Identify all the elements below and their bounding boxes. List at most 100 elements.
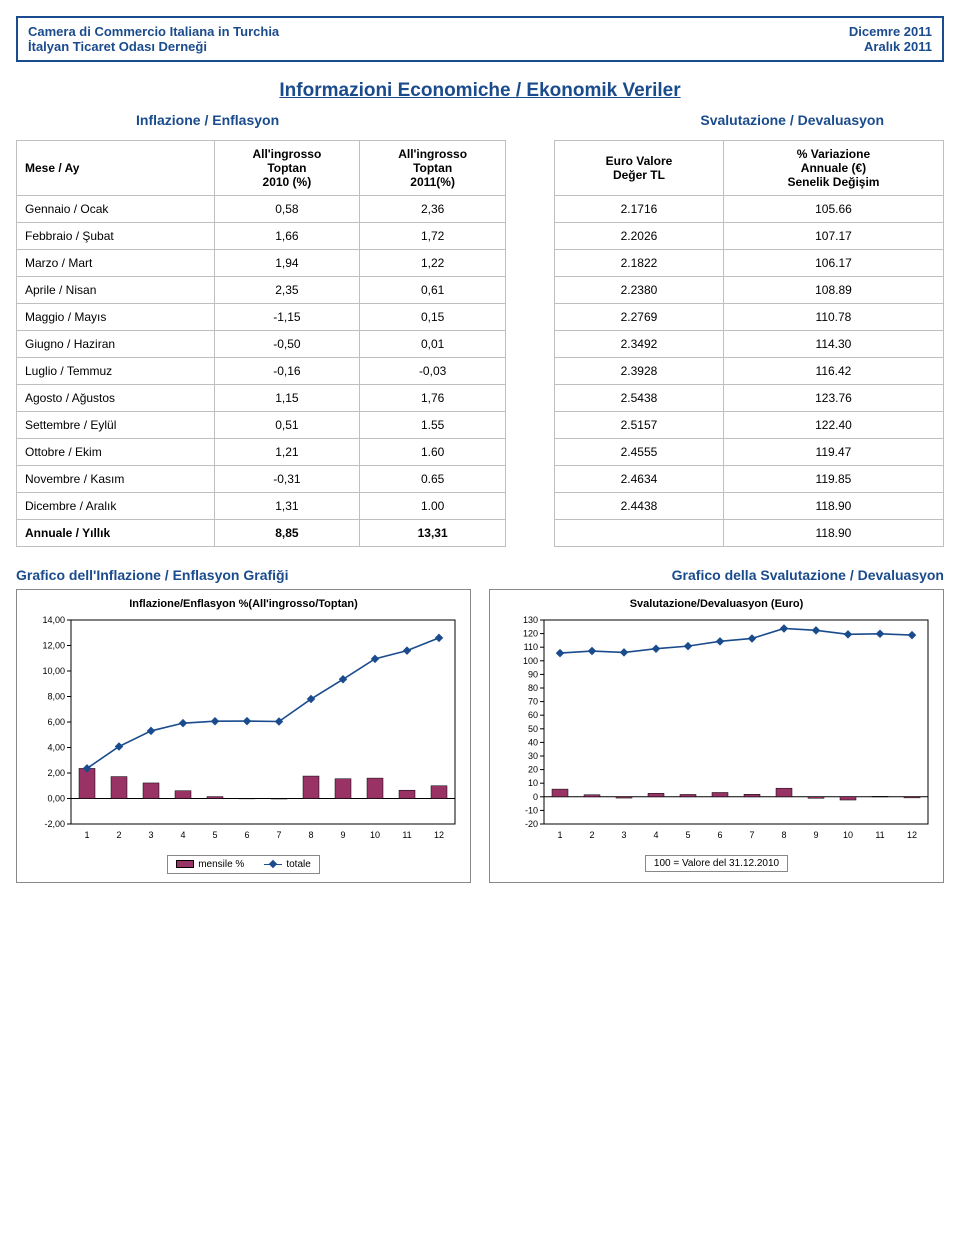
svg-text:120: 120	[523, 629, 538, 639]
table-row: 2.2026107.17	[555, 223, 944, 250]
subtitles-row: Inflazione / Enflasyon Svalutazione / De…	[16, 112, 944, 128]
svg-text:14,00: 14,00	[42, 615, 65, 625]
svg-text:2,00: 2,00	[47, 768, 65, 778]
table-row: Luglio / Temmuz-0,16-0,03	[17, 358, 506, 385]
svg-text:12: 12	[434, 830, 444, 840]
svg-text:110: 110	[524, 642, 538, 652]
svg-text:-20: -20	[525, 819, 538, 829]
svg-text:30: 30	[528, 751, 538, 761]
table-row: 2.5157122.40	[555, 412, 944, 439]
svg-text:5: 5	[685, 830, 690, 840]
deval-table: Euro ValoreDeğer TL % VariazioneAnnuale …	[554, 140, 944, 547]
svg-text:3: 3	[148, 830, 153, 840]
svg-text:4: 4	[180, 830, 185, 840]
deval-th-euro: Euro ValoreDeğer TL	[555, 141, 724, 196]
svg-text:-2,00: -2,00	[44, 819, 65, 829]
inflation-th-2010: All'ingrossoToptan2010 (%)	[214, 141, 360, 196]
svg-text:1: 1	[84, 830, 89, 840]
table-row: Dicembre / Aralık1,311.00	[17, 493, 506, 520]
svg-text:10: 10	[843, 830, 853, 840]
chart-heading-devaluation: Grafico della Svalutazione / Devaluasyon	[672, 567, 944, 583]
table-row: 2.1822106.17	[555, 250, 944, 277]
svg-text:2: 2	[116, 830, 121, 840]
svg-text:12,00: 12,00	[42, 641, 65, 651]
table-row: 2.2380108.89	[555, 277, 944, 304]
svg-text:70: 70	[528, 697, 538, 707]
table-row: 2.4438118.90	[555, 493, 944, 520]
svg-text:6,00: 6,00	[47, 717, 65, 727]
svg-text:10: 10	[370, 830, 380, 840]
inflation-chart: -2,00 0,00 2,00 4,00 6,00 8,00 10,00 12,00 14,00…	[25, 614, 463, 844]
inflation-th-2011: All'ingrossoToptan2011(%)	[360, 141, 506, 196]
table-row: Ottobre / Ekim1,211.60	[17, 439, 506, 466]
chart-heading-inflation: Grafico dell'Inflazione / Enflasyon Graf…	[16, 567, 289, 583]
deval-chart-title: Svalutazione/Devaluasyon (Euro)	[498, 598, 935, 610]
svg-text:50: 50	[528, 724, 538, 734]
svg-text:9: 9	[340, 830, 345, 840]
header-box: Camera di Commercio Italiana in Turchia …	[16, 16, 944, 62]
inflation-chart-title: Inflazione/Enflasyon %(All'ingrosso/Topt…	[25, 598, 462, 610]
svg-text:6: 6	[244, 830, 249, 840]
svg-text:80: 80	[528, 683, 538, 693]
chart-headings: Grafico dell'Inflazione / Enflasyon Graf…	[16, 567, 944, 583]
subtitle-devaluation: Svalutazione / Devaluasyon	[700, 112, 884, 128]
table-row: Novembre / Kasım-0,310.65	[17, 466, 506, 493]
svg-text:4,00: 4,00	[47, 743, 65, 753]
svg-text:0,00: 0,00	[47, 794, 65, 804]
deval-footnote: 100 = Valore del 31.12.2010	[645, 855, 788, 872]
svg-text:5: 5	[212, 830, 217, 840]
deval-chart-box: Svalutazione/Devaluasyon (Euro) -20 -10 0 1…	[489, 589, 944, 883]
deval-th-variation: % VariazioneAnnuale (€)Senelik Değişim	[723, 141, 943, 196]
date-it: Dicemre 2011	[849, 24, 932, 39]
legend-line: totale	[286, 859, 310, 870]
main-title: Informazioni Economiche / Ekonomik Veril…	[16, 80, 944, 102]
svg-text:100: 100	[523, 656, 538, 666]
svg-text:130: 130	[523, 615, 538, 625]
svg-text:1: 1	[557, 830, 562, 840]
table-row: 2.2769110.78	[555, 304, 944, 331]
svg-text:9: 9	[813, 830, 818, 840]
table-row: Febbraio / Şubat1,661,72	[17, 223, 506, 250]
table-row: Agosto / Ağustos1,151,76	[17, 385, 506, 412]
svg-text:11: 11	[875, 830, 884, 840]
svg-text:6: 6	[717, 830, 722, 840]
svg-text:20: 20	[528, 765, 538, 775]
inflation-table: Mese / Ay All'ingrossoToptan2010 (%) All…	[16, 140, 506, 547]
svg-text:8: 8	[308, 830, 313, 840]
table-row: Aprile / Nisan2,350,61	[17, 277, 506, 304]
table-row: 2.5438123.76	[555, 385, 944, 412]
table-row: 2.3928116.42	[555, 358, 944, 385]
svg-text:0: 0	[533, 792, 538, 802]
table-row: Annuale / Yıllık8,8513,31	[17, 520, 506, 547]
svg-text:11: 11	[402, 830, 411, 840]
table-row: Gennaio / Ocak0,582,36	[17, 196, 506, 223]
svg-text:8: 8	[781, 830, 786, 840]
svg-text:40: 40	[528, 737, 538, 747]
table-row: 2.4634119.85	[555, 466, 944, 493]
svg-text:3: 3	[621, 830, 626, 840]
table-row: Maggio / Mayıs-1,150,15	[17, 304, 506, 331]
deval-chart: -20-100102030405060708090100110120130123…	[498, 614, 936, 844]
inflation-legend: mensile % totale	[167, 855, 320, 874]
table-row: Settembre / Eylül0,511.55	[17, 412, 506, 439]
svg-text:7: 7	[749, 830, 754, 840]
svg-text:2: 2	[589, 830, 594, 840]
svg-text:90: 90	[528, 669, 538, 679]
table-row: 118.90	[555, 520, 944, 547]
date-tr: Aralık 2011	[849, 39, 932, 54]
legend-bar: mensile %	[198, 859, 244, 870]
svg-text:10: 10	[528, 778, 538, 788]
svg-text:-10: -10	[525, 805, 538, 815]
table-row: Marzo / Mart1,941,22	[17, 250, 506, 277]
table-row: 2.1716105.66	[555, 196, 944, 223]
table-row: 2.3492114.30	[555, 331, 944, 358]
svg-text:12: 12	[907, 830, 917, 840]
table-row: 2.4555119.47	[555, 439, 944, 466]
subtitle-inflation: Inflazione / Enflasyon	[136, 112, 279, 128]
svg-text:4: 4	[653, 830, 658, 840]
svg-text:8,00: 8,00	[47, 692, 65, 702]
svg-text:7: 7	[276, 830, 281, 840]
table-row: Giugno / Haziran-0,500,01	[17, 331, 506, 358]
svg-text:10,00: 10,00	[42, 666, 65, 676]
inflation-chart-box: Inflazione/Enflasyon %(All'ingrosso/Topt…	[16, 589, 471, 883]
